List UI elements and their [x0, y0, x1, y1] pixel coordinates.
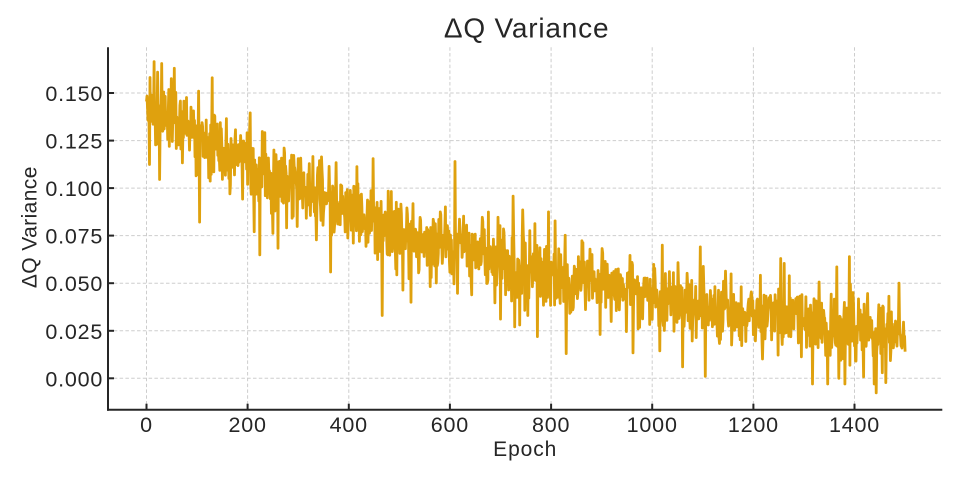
svg-text:0.025: 0.025 [45, 320, 103, 344]
svg-text:400: 400 [330, 413, 368, 437]
svg-text:ΔQ Variance: ΔQ Variance [444, 13, 610, 44]
svg-text:800: 800 [532, 413, 570, 437]
svg-text:0.150: 0.150 [45, 82, 103, 106]
svg-text:1200: 1200 [728, 413, 779, 437]
svg-text:0: 0 [140, 413, 153, 437]
svg-text:1000: 1000 [627, 413, 678, 437]
svg-text:0.050: 0.050 [45, 272, 103, 296]
svg-text:0.100: 0.100 [45, 177, 103, 201]
svg-text:200: 200 [228, 413, 266, 437]
svg-text:600: 600 [431, 413, 469, 437]
svg-text:1400: 1400 [829, 413, 880, 437]
svg-text:Epoch: Epoch [493, 438, 557, 461]
svg-text:0.000: 0.000 [45, 367, 103, 391]
svg-text:ΔQ Variance: ΔQ Variance [19, 166, 42, 288]
svg-text:0.125: 0.125 [45, 130, 103, 154]
svg-text:0.075: 0.075 [45, 225, 103, 249]
